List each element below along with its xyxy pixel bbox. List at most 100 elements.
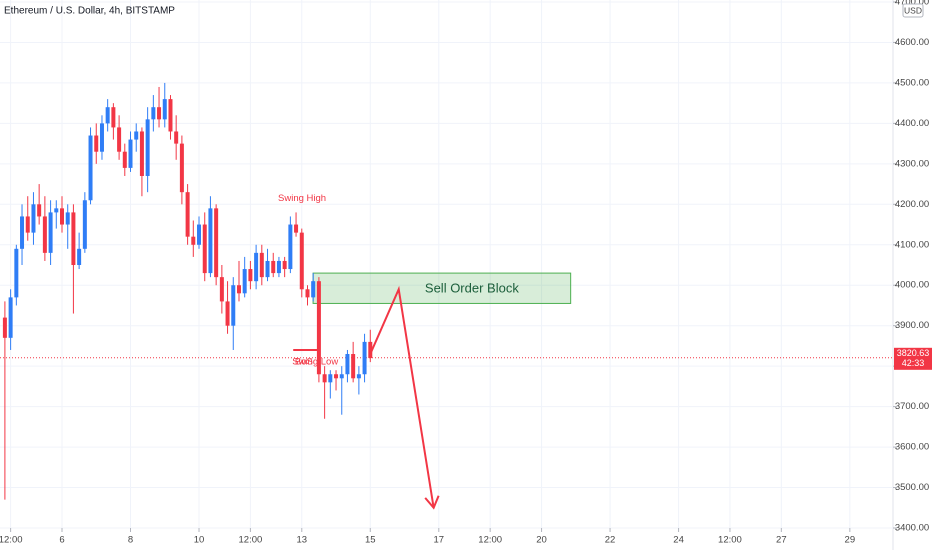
x-tick-label: 13 <box>296 535 307 546</box>
candle-body <box>71 212 76 265</box>
candle-body <box>185 192 190 237</box>
candle-body <box>2 317 7 338</box>
x-tick-label: 12:00 <box>239 535 263 546</box>
candle-body <box>8 297 13 338</box>
candle-body <box>151 107 156 120</box>
candle-body <box>322 374 327 383</box>
y-tick-label: 3600.00 <box>895 442 929 453</box>
candle-body <box>219 277 224 302</box>
candle-body <box>117 127 122 152</box>
candle-body <box>288 224 293 270</box>
candle-body <box>248 269 253 282</box>
chart-title: Ethereum / U.S. Dollar, 4h, BITSTAMP <box>4 6 175 17</box>
candle-body <box>134 131 139 140</box>
candle-body <box>37 204 42 217</box>
candle-body <box>362 341 367 375</box>
candle-body <box>339 374 344 379</box>
x-tick-label: 24 <box>673 535 684 546</box>
y-tick-label: 4600.00 <box>895 37 929 48</box>
y-tick-label: 4200.00 <box>895 199 929 210</box>
candle-body <box>265 260 270 278</box>
candle-body <box>14 248 19 298</box>
candle-body <box>225 301 230 326</box>
x-tick-label: 29 <box>845 535 856 546</box>
candle-body <box>42 216 47 253</box>
y-tick-label: 3400.00 <box>895 523 929 534</box>
y-tick-label: 4500.00 <box>895 77 929 88</box>
candle-body <box>88 135 93 201</box>
candle-body <box>242 269 247 294</box>
x-tick-label: 6 <box>59 535 64 546</box>
last-price-label: 3820.63 <box>897 348 930 358</box>
candle-body <box>299 232 304 290</box>
candle-body <box>31 204 36 233</box>
x-tick-label: 12:00 <box>0 535 23 546</box>
candle-body <box>276 260 281 274</box>
x-tick-label: 17 <box>434 535 445 546</box>
candle-body <box>368 341 373 359</box>
candle-body <box>157 107 162 120</box>
x-tick-label: 27 <box>776 535 787 546</box>
candle-body <box>77 248 82 265</box>
candle-body <box>48 212 53 253</box>
x-tick-label: 15 <box>365 535 376 546</box>
candle-body <box>345 354 350 375</box>
y-tick-label: 4400.00 <box>895 118 929 129</box>
swing-high-label: Swing High <box>278 193 326 204</box>
x-tick-label: 10 <box>194 535 205 546</box>
candle-body <box>54 208 59 213</box>
candle-body <box>282 260 287 270</box>
candle-body <box>128 139 133 168</box>
candle-body <box>145 119 150 176</box>
candle-body <box>271 260 276 274</box>
arrow-head <box>424 495 440 510</box>
candle-body <box>168 99 173 132</box>
candle-body <box>139 131 144 176</box>
y-tick-label: 4100.00 <box>895 239 929 250</box>
candle-body <box>59 208 64 225</box>
x-tick-label: 12:00 <box>478 535 502 546</box>
order-block <box>312 272 572 304</box>
candle-body <box>202 224 207 274</box>
candle-body <box>105 107 110 124</box>
y-tick-label: 4300.00 <box>895 158 929 169</box>
y-tick-label: 4000.00 <box>895 280 929 291</box>
projection-path <box>369 285 435 508</box>
x-tick-label: 12:00 <box>718 535 742 546</box>
candle-body <box>259 252 264 278</box>
candle-body <box>25 216 30 233</box>
candle-body <box>191 236 196 245</box>
candle-body <box>122 151 127 168</box>
currency-badge <box>902 3 924 18</box>
candle-body <box>294 224 299 233</box>
candle-body <box>174 131 179 144</box>
countdown-label: 42:33 <box>902 358 925 368</box>
candle-body <box>111 107 116 128</box>
last-price-tag <box>894 347 932 370</box>
candle-body <box>94 135 99 152</box>
y-tick-label: 3700.00 <box>895 401 929 412</box>
candle-body <box>162 99 167 120</box>
candle-body <box>334 374 339 379</box>
candle-body <box>65 212 70 225</box>
x-tick-label: 8 <box>128 535 133 546</box>
candle-body <box>231 285 236 326</box>
candle-body <box>236 285 241 294</box>
currency-label: USD <box>904 5 922 15</box>
candle-body <box>328 374 333 383</box>
order-block-label: Sell Order Block <box>425 281 519 296</box>
candle-body <box>305 289 310 298</box>
y-tick-label: 3500.00 <box>895 482 929 493</box>
candle-body <box>311 281 316 298</box>
x-tick-label: 20 <box>536 535 547 546</box>
swing-low-label: Swing Low <box>292 356 338 367</box>
candle-body <box>197 224 202 245</box>
candle-body <box>254 252 259 282</box>
x-tick-label: 22 <box>605 535 616 546</box>
candle-body <box>356 374 361 379</box>
candle-body <box>214 208 219 278</box>
candle-body <box>208 208 213 274</box>
